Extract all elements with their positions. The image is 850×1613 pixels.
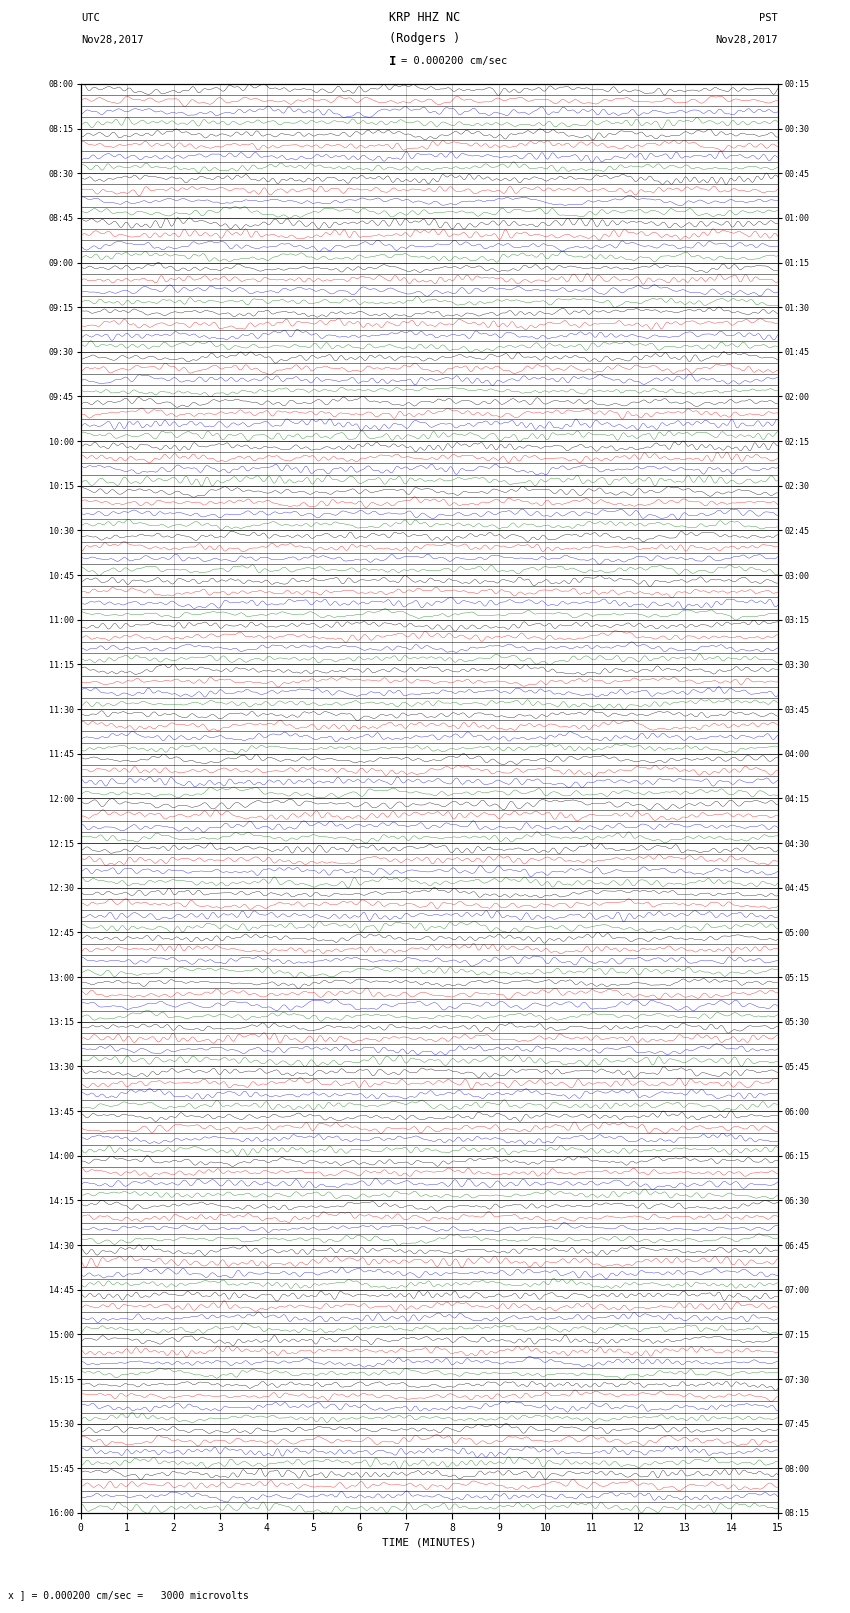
Text: Nov28,2017: Nov28,2017 [715,35,778,45]
Text: = 0.000200 cm/sec: = 0.000200 cm/sec [401,56,507,66]
Text: I: I [389,55,396,68]
Text: PST: PST [759,13,778,23]
X-axis label: TIME (MINUTES): TIME (MINUTES) [382,1537,477,1547]
Text: (Rodgers ): (Rodgers ) [389,32,461,45]
Text: Nov28,2017: Nov28,2017 [81,35,144,45]
Text: UTC: UTC [81,13,99,23]
Text: x ] = 0.000200 cm/sec =   3000 microvolts: x ] = 0.000200 cm/sec = 3000 microvolts [8,1590,249,1600]
Text: KRP HHZ NC: KRP HHZ NC [389,11,461,24]
